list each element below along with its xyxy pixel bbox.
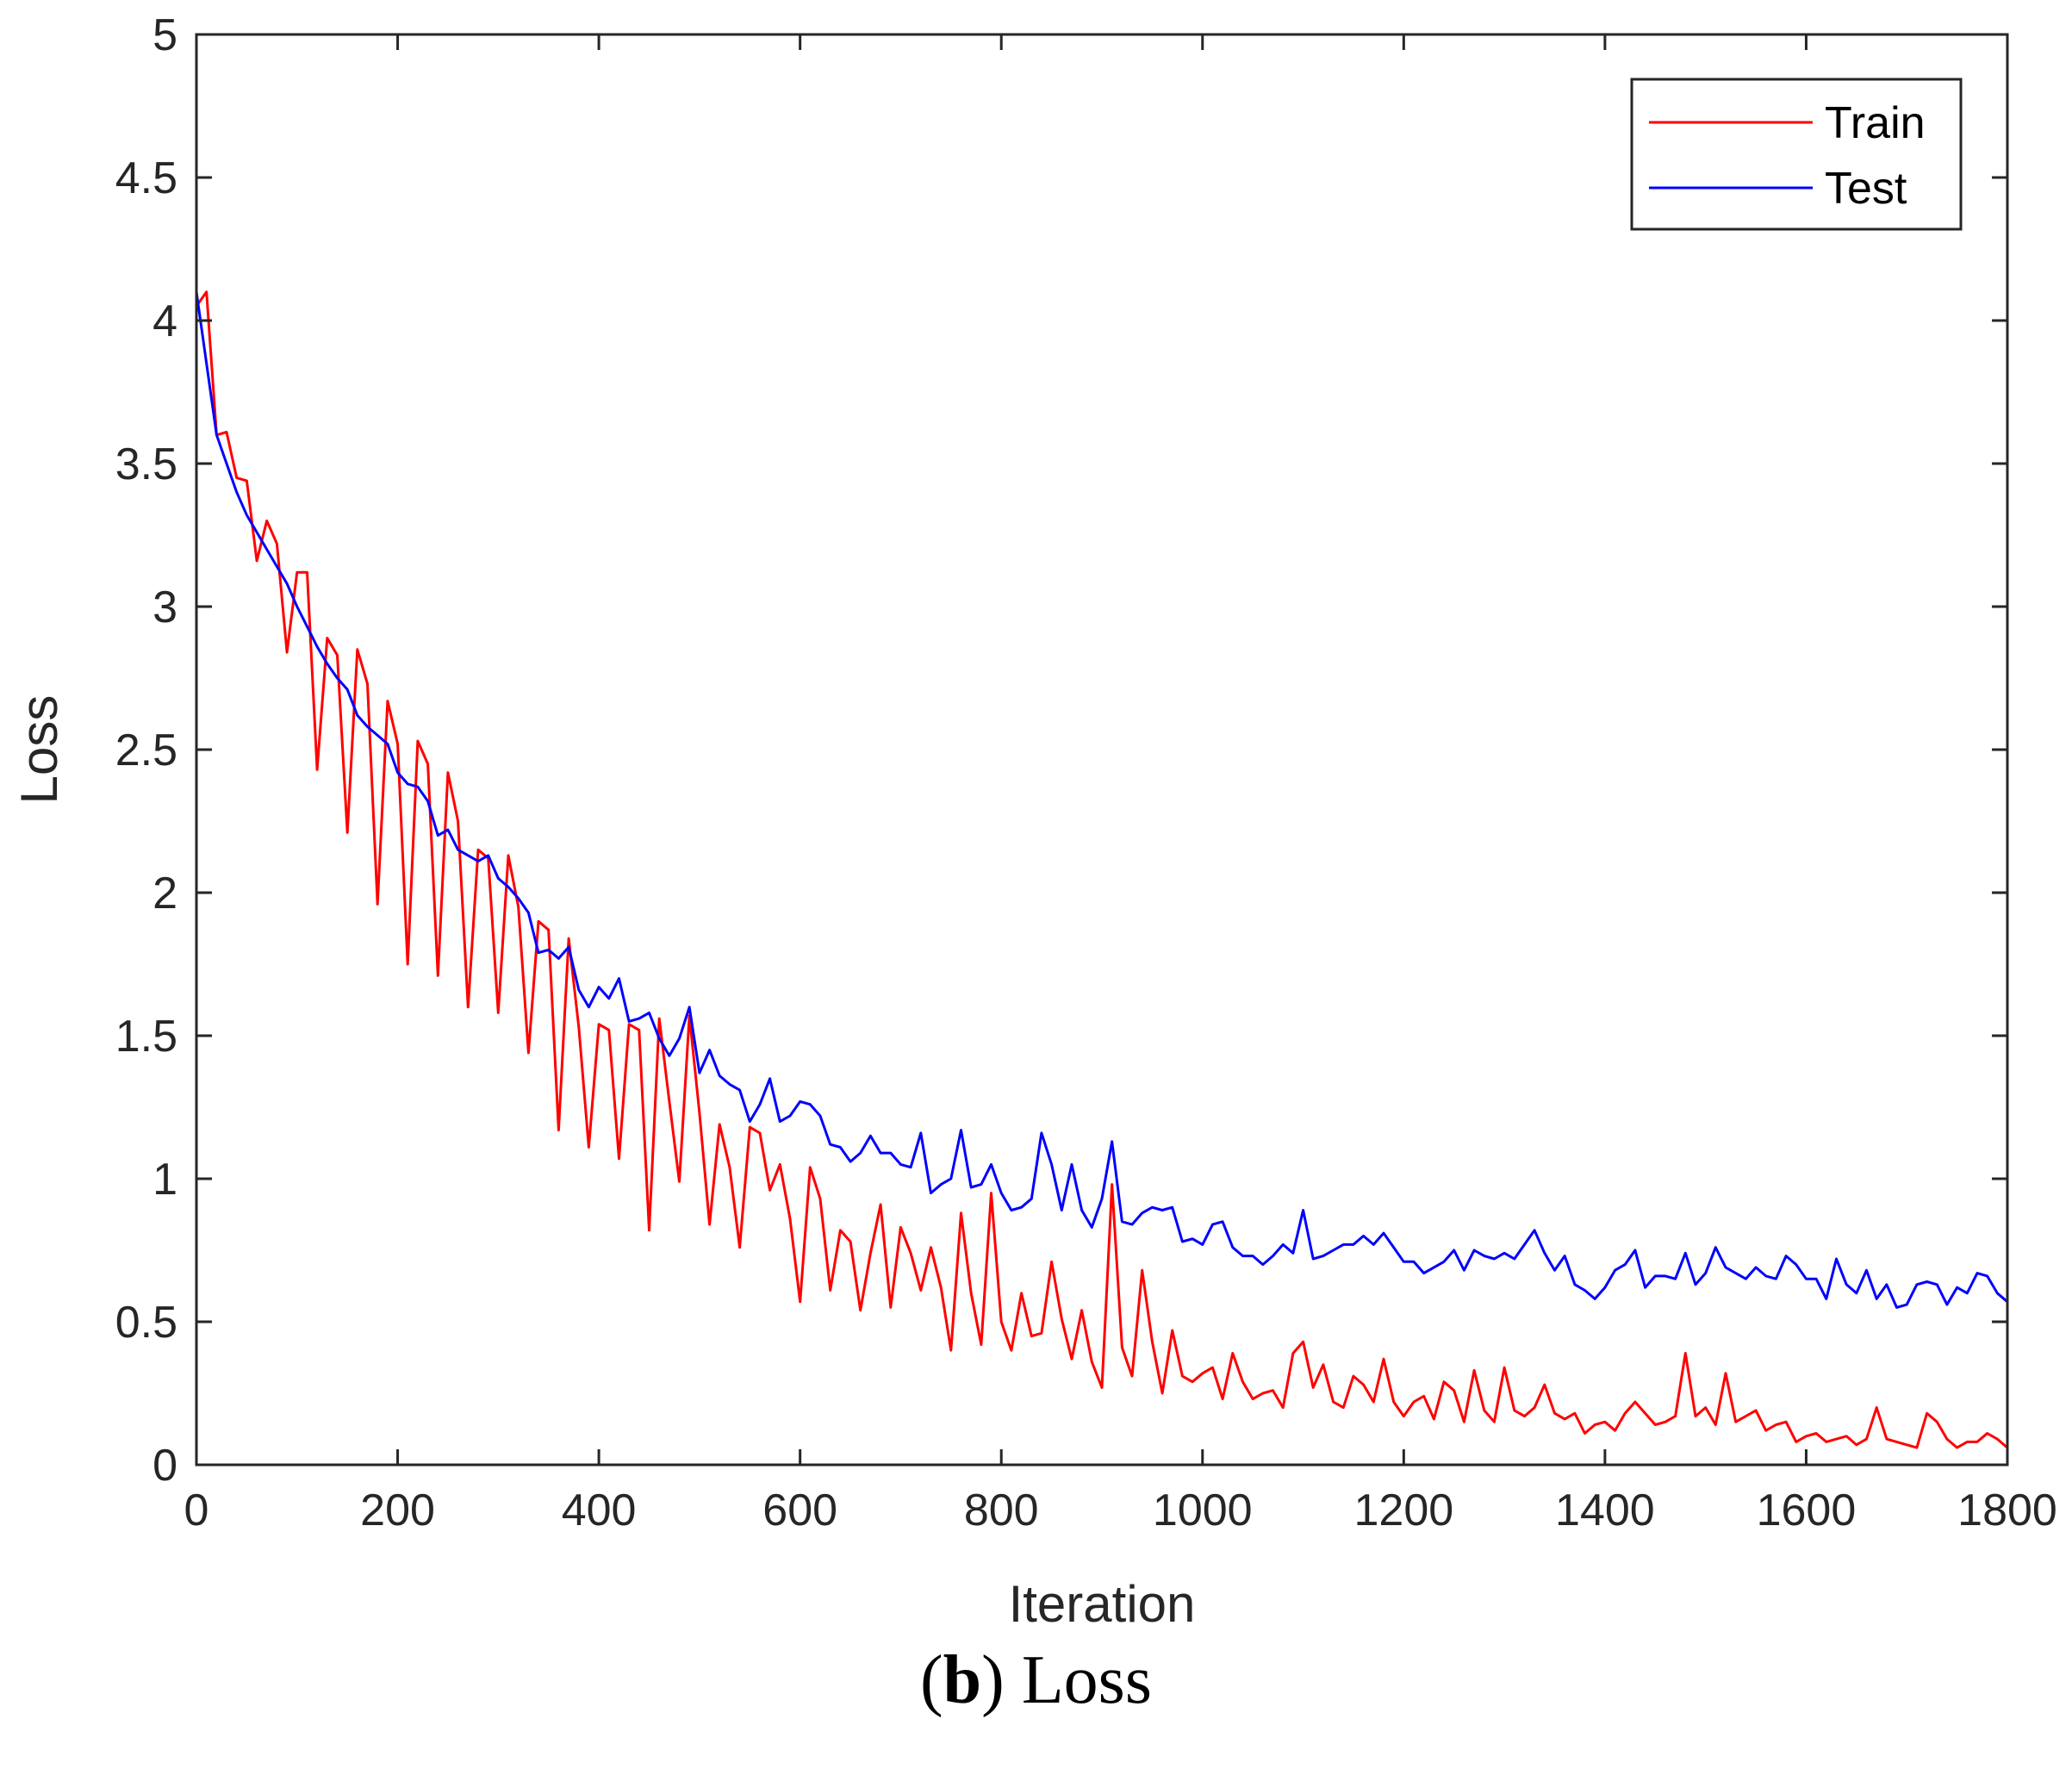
y-tick-label: 4.5 [115, 153, 177, 203]
axes-box [195, 33, 2009, 1467]
x-tick-labels: 0 200 400 600 800 1000 1200 1400 1600 1800 [184, 1485, 2057, 1535]
x-tick-label: 400 [562, 1485, 637, 1535]
series-line-test [195, 291, 2008, 1309]
x-tick-label: 1400 [1555, 1485, 1655, 1535]
y-tick-label: 2 [152, 869, 177, 919]
x-tick-label: 0 [184, 1485, 209, 1535]
x-tick-label: 200 [360, 1485, 435, 1535]
plot-area [196, 34, 2007, 1465]
x-tick-label: 1600 [1757, 1485, 1857, 1535]
x-tick-label: 800 [964, 1485, 1039, 1535]
legend-label-train: Train [1825, 98, 1926, 148]
caption-label: (b) [920, 1642, 1005, 1718]
x-axis-label: Iteration [1009, 1575, 1196, 1633]
y-tick-label: 0 [152, 1441, 177, 1491]
x-tick-label: 600 [762, 1485, 837, 1535]
series-layer [195, 290, 2008, 1449]
y-tick-label: 3 [152, 582, 177, 632]
y-tick-label: 0.5 [115, 1298, 177, 1348]
x-tick-label: 1200 [1353, 1485, 1453, 1535]
y-tick-label: 1.5 [115, 1012, 177, 1062]
y-tick-label: 2.5 [115, 726, 177, 775]
legend: Train Test [1630, 78, 1963, 231]
y-tick-label: 1 [152, 1155, 177, 1205]
y-tick-labels: 0 0.5 1 1.5 2 2.5 3 3.5 4 4.5 5 [115, 10, 177, 1491]
figure-caption: (b) Loss [0, 1641, 2072, 1720]
y-tick-label: 5 [152, 10, 177, 60]
x-tick-label: 1800 [1957, 1485, 2057, 1535]
legend-label-test: Test [1825, 164, 1907, 214]
caption-paren-open: ( [920, 1642, 943, 1718]
legend-box [1630, 78, 1963, 231]
y-tick-label: 4 [152, 296, 177, 346]
caption-letter: b [943, 1642, 982, 1718]
caption-paren-close: ) [981, 1642, 1005, 1718]
y-axis-label: Loss [10, 695, 68, 805]
y-tick-label: 3.5 [115, 439, 177, 489]
x-tick-label: 1000 [1153, 1485, 1253, 1535]
series-line-train [195, 290, 2008, 1449]
caption-text: Loss [1021, 1642, 1152, 1718]
